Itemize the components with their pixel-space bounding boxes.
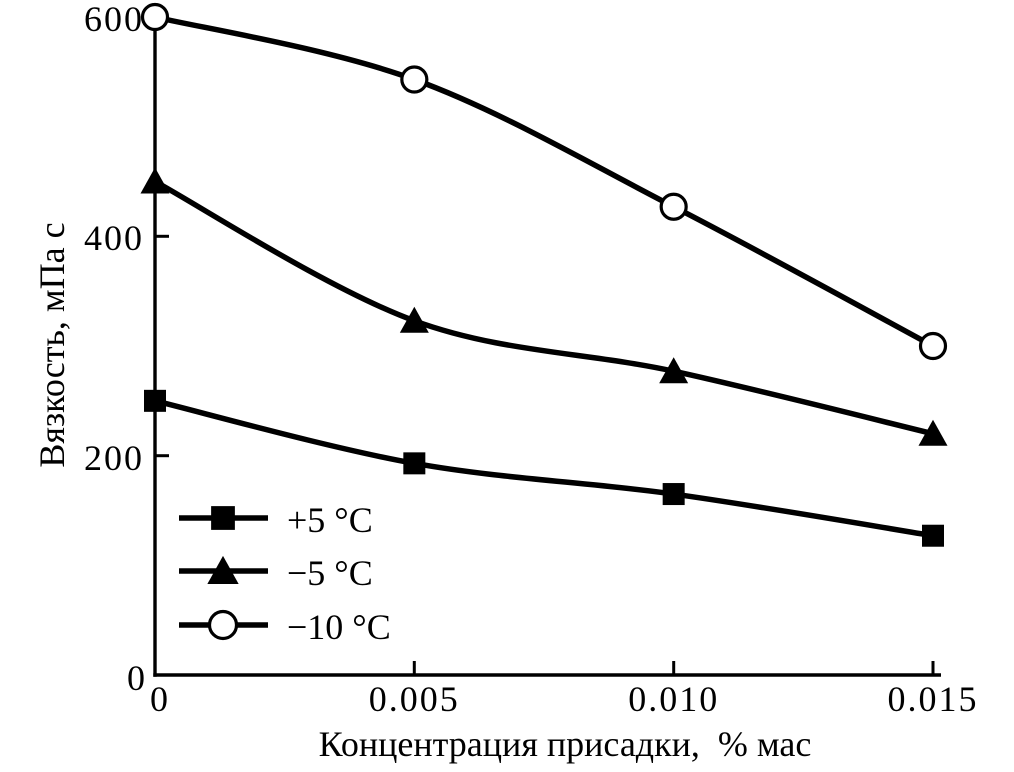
series-2-marker-1 — [400, 65, 429, 94]
series-0-marker-2 — [662, 483, 685, 506]
series-0-line — [154, 398, 934, 539]
series-2-marker-2 — [659, 192, 688, 221]
series-layer — [140, 2, 948, 547]
x-tick-label-0005: 0.005 — [369, 679, 460, 719]
y-tick-label-200: 200 — [84, 438, 144, 478]
x-tick-label-0010: 0.010 — [628, 679, 719, 719]
y-axis-title: Вязкость, мПа с — [32, 222, 72, 467]
series-1-marker-1 — [399, 306, 429, 333]
series-1-marker-2 — [659, 357, 689, 384]
legend-marker-2 — [207, 609, 239, 641]
legend-label-plus5: +5 °C — [287, 500, 373, 540]
y-tick-label-0: 0 — [127, 658, 147, 698]
series-1-marker-0 — [140, 167, 170, 194]
legend-label-minus5: −5 °C — [287, 553, 373, 593]
series-0-marker-3 — [922, 524, 944, 547]
y-tick-label-400: 400 — [84, 218, 144, 258]
legend-label-minus10: −10 °C — [287, 607, 391, 647]
series-2-line — [154, 14, 935, 349]
y-tick-label-600: 600 — [84, 0, 144, 39]
series-2-marker-0 — [140, 2, 170, 32]
series-1-line — [153, 179, 934, 437]
x-axis-title: Концентрация присадки, % мас — [319, 724, 812, 764]
series-2-marker-3 — [918, 331, 948, 361]
x-tick-label-0015: 0.015 — [888, 679, 979, 719]
series-1-marker-3 — [918, 419, 948, 446]
legend — [179, 506, 268, 641]
series-0-marker-0 — [144, 389, 166, 412]
series-0-marker-1 — [403, 452, 426, 475]
x-tick-label-0: 0 — [150, 679, 170, 719]
legend-marker-0 — [211, 506, 235, 530]
legend-marker-1 — [207, 555, 239, 584]
